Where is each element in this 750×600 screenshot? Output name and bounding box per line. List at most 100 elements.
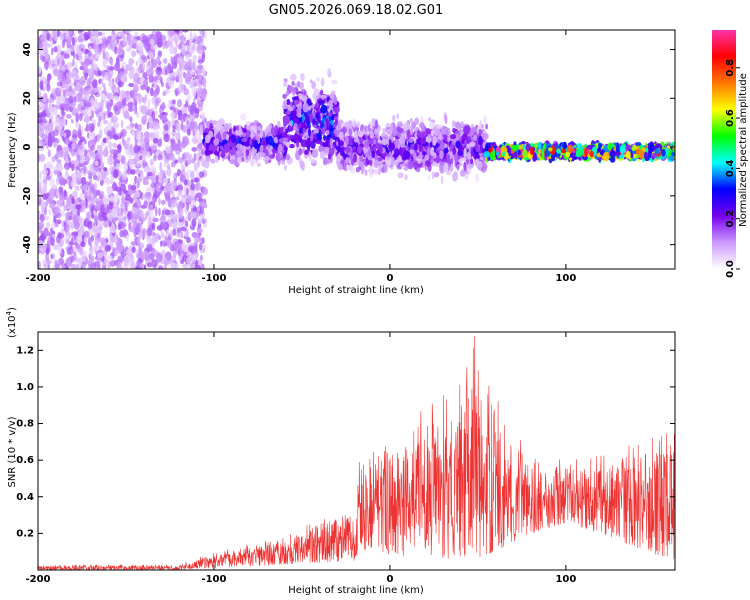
spectrogram-cell: [146, 243, 153, 252]
spectrogram-cell: [396, 122, 403, 127]
spectrogram-cell: [226, 133, 230, 140]
spectrogram-cell: [136, 130, 142, 138]
spectrogram-cell: [117, 32, 122, 38]
spectrogram-cell: [289, 86, 295, 92]
spectrogram-cell: [66, 196, 72, 207]
spectrogram-cell: [108, 111, 113, 118]
spectrogram-cell: [70, 51, 75, 56]
spectrogram-cell: [241, 157, 245, 162]
spectrogram-cell: [167, 239, 171, 249]
spectrogram-cell: [122, 139, 126, 147]
spectrogram-cell: [310, 140, 316, 149]
spectrogram-cell: [46, 32, 50, 42]
spectrogram-cell: [339, 131, 344, 141]
spectrogram-cell: [67, 47, 72, 53]
spectrogram-cell: [88, 253, 91, 259]
spectrogram-cell: [266, 136, 270, 146]
spectrogram-cell: [43, 163, 47, 171]
spectrogram-cell: [39, 80, 44, 89]
spectrogram-cell: [389, 122, 394, 133]
spectrogram-cell: [318, 99, 325, 105]
spectrogram-cell: [197, 59, 204, 64]
spectrogram-cell: [141, 62, 145, 71]
spectrogram-cell: [269, 145, 274, 156]
spectrogram-cell: [101, 83, 106, 88]
spectrogram-cell: [479, 120, 482, 127]
spectrogram-cell: [184, 194, 191, 204]
spectrogram-cell: [55, 138, 60, 144]
spectrogram-cell: [158, 207, 161, 216]
spectrogram-cell: [337, 163, 344, 171]
spectrogram-cell: [65, 169, 69, 177]
spectrogram-cell: [410, 142, 415, 150]
spectrogram-cell: [75, 204, 82, 210]
spectrogram-cell: [45, 175, 52, 181]
spectrogram-cell: [435, 127, 440, 137]
spectrogram-cell: [164, 209, 171, 216]
spectrogram-cell: [121, 76, 125, 82]
spectrogram-cell: [59, 176, 65, 186]
spectrogram-cell: [176, 53, 180, 58]
spectrogram-cell: [58, 124, 63, 131]
spectrogram-cell: [206, 121, 210, 130]
spectrogram-cell: [125, 93, 129, 102]
spectrogram-cell: [369, 131, 374, 139]
spectrogram-cell: [312, 118, 316, 125]
spectrogram-cell: [113, 95, 119, 101]
spectrogram-cell: [146, 55, 150, 60]
spectrogram-cell: [45, 62, 49, 71]
spectrogram-cell: [113, 169, 119, 179]
spectrogram-cell: [89, 151, 95, 158]
spectrogram-cell: [53, 142, 57, 148]
spectrogram-cell: [184, 171, 189, 181]
spectrogram-cell: [255, 135, 260, 141]
spectrogram-cell: [159, 170, 163, 179]
spectrogram-cell: [283, 115, 290, 126]
spectrogram-cell: [392, 114, 396, 122]
spectrogram-cell: [41, 169, 49, 175]
spectrogram-cell: [351, 158, 354, 166]
spectrogram-cell: [175, 150, 181, 155]
spectrogram-cell: [130, 225, 135, 232]
spectrogram-cell: [80, 80, 86, 86]
spectrogram-cells: [38, 30, 675, 269]
spectrogram-cell: [61, 39, 65, 49]
spectrogram-cell: [177, 254, 183, 261]
spectrogram-cell: [80, 253, 87, 262]
spectrogram-cell: [162, 177, 169, 184]
spectrogram-cell: [172, 228, 177, 236]
spectrogram-cell: [163, 221, 169, 232]
spectrogram-cell: [101, 113, 105, 121]
spectrogram-cell: [187, 155, 193, 165]
spectrogram-cell: [38, 112, 45, 118]
spectrogram-cell: [218, 137, 223, 143]
spectrogram-cell: [183, 186, 187, 197]
spectrogram-cell: [181, 242, 186, 252]
spectrogram-cell: [180, 60, 188, 70]
spectrogram-cell: [100, 70, 107, 75]
spectrogram-cell: [153, 81, 158, 89]
spectrogram-cell: [159, 50, 163, 57]
spectrogram-cell: [182, 136, 185, 144]
spectrogram-cell: [180, 226, 187, 232]
spectrogram-cell: [99, 193, 103, 200]
spectrogram-cell: [187, 93, 192, 101]
spectrogram-cell: [148, 238, 152, 244]
spectrogram-cell: [58, 149, 65, 158]
spectrogram-cell: [53, 169, 60, 175]
spectrogram-cell: [105, 52, 110, 60]
spectrogram-cell: [439, 141, 445, 150]
spectrogram-cell: [297, 80, 300, 88]
spectrogram-cell: [38, 180, 43, 190]
spectrogram-cell: [67, 36, 71, 46]
spectrogram-cell: [156, 122, 161, 130]
spectrogram-cell: [71, 231, 78, 236]
spectrogram-cell: [135, 177, 142, 184]
spectrogram-cell: [93, 215, 100, 221]
spectrogram-cell: [270, 127, 276, 136]
spectrogram-cell: [440, 175, 444, 185]
spectrogram-cell: [276, 120, 281, 128]
spectrogram-cell: [81, 106, 86, 111]
spectrogram-cell: [128, 222, 132, 230]
spectrogram-cell: [50, 237, 55, 247]
